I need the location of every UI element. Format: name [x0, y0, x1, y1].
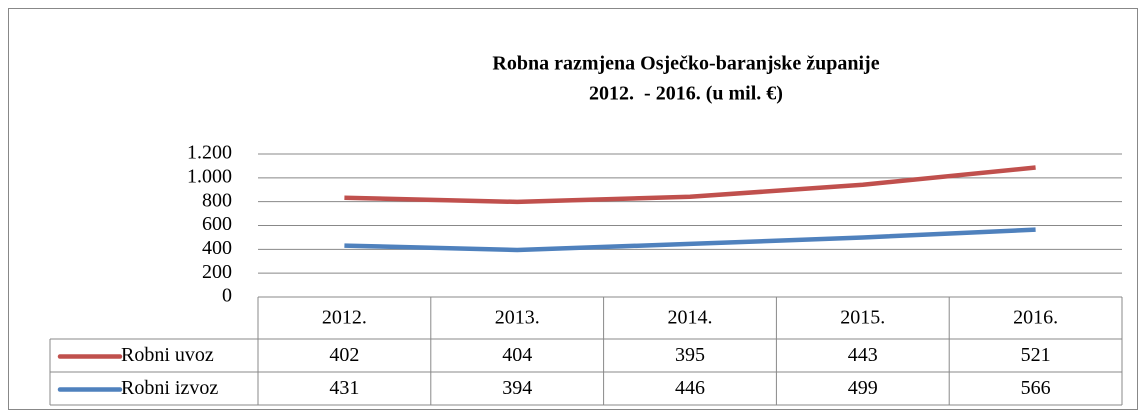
y-tick-label: 0 — [222, 285, 232, 307]
y-tick-label: 1.200 — [187, 142, 232, 164]
table-value: 446 — [675, 377, 705, 399]
legend-label: Robni uvoz — [121, 344, 214, 366]
chart-subtitle: 2012. - 2016. (u mil. €) — [589, 83, 783, 105]
chart-title: Robna razmjena Osječko-baranjske županij… — [492, 53, 879, 75]
table-value: 443 — [848, 344, 878, 366]
table-value: 499 — [848, 377, 878, 399]
y-tick-label: 200 — [202, 261, 232, 283]
table-value: 404 — [502, 344, 532, 366]
table-value: 431 — [329, 377, 359, 399]
table-value: 402 — [329, 344, 359, 366]
x-tick-label: 2013. — [495, 307, 540, 329]
x-tick-label: 2014. — [668, 307, 713, 329]
series-line — [344, 227, 1036, 253]
table-value: 394 — [502, 377, 532, 399]
y-tick-label: 800 — [202, 189, 232, 211]
legend-label: Robni izvoz — [121, 377, 218, 399]
table-value: 521 — [1021, 344, 1051, 366]
table-value: 395 — [675, 344, 705, 366]
series-line — [344, 165, 1036, 205]
y-tick-label: 600 — [202, 213, 232, 235]
x-tick-label: 2012. — [322, 307, 367, 329]
table-value: 566 — [1021, 377, 1051, 399]
y-tick-label: 1.000 — [187, 165, 232, 187]
x-tick-label: 2015. — [840, 307, 885, 329]
x-tick-label: 2016. — [1013, 307, 1058, 329]
y-tick-label: 400 — [202, 237, 232, 259]
